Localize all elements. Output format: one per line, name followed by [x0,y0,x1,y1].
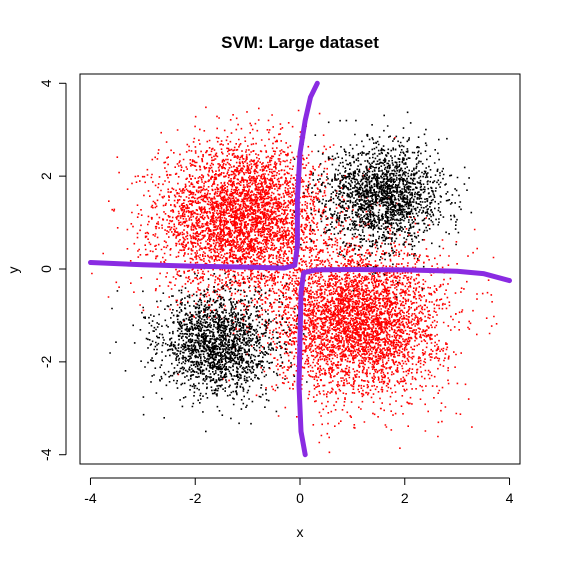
y-tick-label: 2 [38,172,54,180]
y-tick-label: 0 [38,265,54,273]
x-tick-label: 0 [296,490,304,506]
boundary-line-0 [88,80,320,271]
points [91,90,498,454]
x-axis: -4 -2 0 2 4 [84,477,514,506]
x-tick-label: -2 [189,490,202,506]
decision-boundary [88,80,512,458]
y-axis-label: y [5,267,21,274]
x-tick-label: 4 [506,490,514,506]
chart-title: SVM: Large dataset [221,33,379,52]
y-tick-label: 4 [38,79,54,87]
x-tick-label: 2 [401,490,409,506]
boundary-line-1 [296,267,512,458]
x-tick-label: -4 [84,490,97,506]
data-points [91,90,498,454]
y-tick-label: -2 [38,355,54,368]
y-tick-label: -4 [38,448,54,461]
y-axis: -4 -2 0 2 4 [38,79,67,461]
points [109,111,473,433]
x-axis-label: x [297,524,304,540]
point-series-1 [109,111,473,433]
point-series-0 [91,90,498,454]
plot-frame [79,73,521,465]
